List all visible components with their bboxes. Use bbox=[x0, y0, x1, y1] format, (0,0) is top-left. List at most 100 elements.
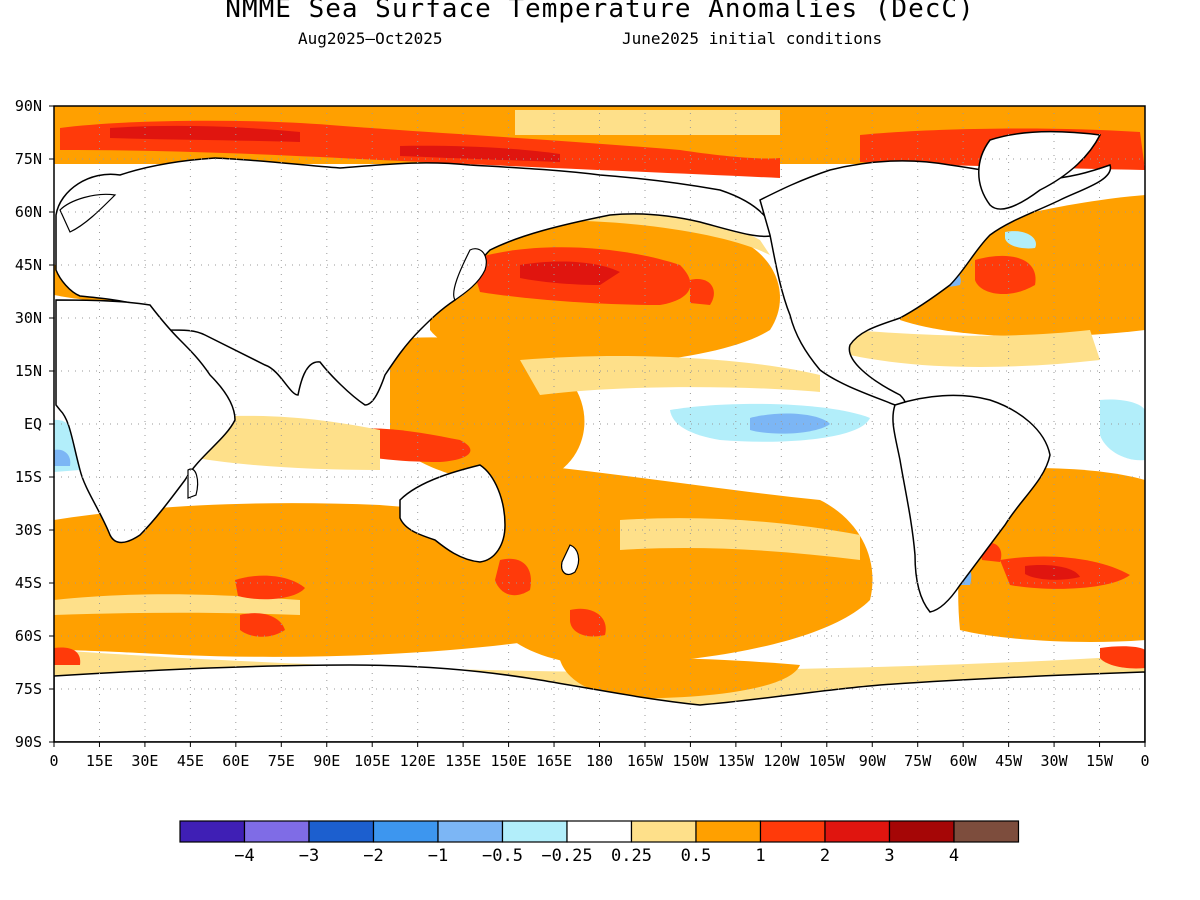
lon-tick-label: 45E bbox=[177, 752, 204, 770]
anomaly-sw-indian-red bbox=[54, 647, 81, 665]
lon-tick-label: 180 bbox=[586, 752, 613, 770]
land-japan bbox=[453, 248, 487, 301]
colorbar-swatch bbox=[888, 820, 955, 843]
lat-tick-label: 45N bbox=[15, 256, 42, 274]
anomaly-sp-yellow bbox=[620, 518, 860, 560]
lat-tick-label: 15N bbox=[15, 362, 42, 380]
initial-conditions: June2025 initial conditions bbox=[622, 29, 883, 48]
lon-tick-label: 45W bbox=[995, 752, 1023, 770]
lon-tick-label: 105W bbox=[809, 752, 846, 770]
forecast-period: Aug2025—Oct2025 bbox=[298, 29, 443, 48]
lon-tick-label: 165W bbox=[627, 752, 664, 770]
colorbar-swatch bbox=[501, 820, 568, 843]
lon-tick-label: 150E bbox=[491, 752, 527, 770]
anomaly-tasman-red bbox=[495, 558, 531, 596]
lon-tick-label: 15E bbox=[86, 752, 113, 770]
colorbar-swatch bbox=[824, 820, 891, 843]
lon-tick-label: 60W bbox=[950, 752, 978, 770]
anomaly-labrador-cool bbox=[1005, 231, 1036, 249]
anomaly-laptev-core bbox=[400, 145, 560, 162]
lon-tick-label: 90W bbox=[859, 752, 887, 770]
lon-tick-label: 150W bbox=[672, 752, 709, 770]
colorbar-swatch bbox=[953, 820, 1020, 843]
colorbar-swatch bbox=[243, 820, 310, 843]
anomaly-si-red1 bbox=[235, 575, 305, 600]
anomaly-siberian-core bbox=[110, 125, 300, 142]
colorbar-label: −3 bbox=[299, 846, 319, 866]
lon-tick-label: 120E bbox=[400, 752, 436, 770]
lon-tick-label: 0 bbox=[49, 752, 58, 770]
colorbar-label: 2 bbox=[820, 846, 830, 866]
lon-tick-label: 165E bbox=[536, 752, 572, 770]
lon-tick-label: 60E bbox=[222, 752, 249, 770]
anomaly-weddell-red bbox=[1100, 646, 1145, 669]
land-eurasia bbox=[55, 157, 776, 406]
anomaly-ross-sea bbox=[560, 657, 800, 699]
anomaly-tropical-yellow bbox=[180, 415, 380, 470]
anomaly-benguela-core bbox=[54, 449, 71, 466]
land-north-america bbox=[759, 160, 1112, 408]
anomaly-si-red2 bbox=[240, 613, 285, 637]
colorbar-label: 0.5 bbox=[681, 846, 712, 866]
colorbar-label: 0.25 bbox=[611, 846, 652, 866]
land-new-zealand bbox=[561, 544, 580, 575]
lat-tick-label: EQ bbox=[24, 415, 42, 433]
anomaly-ep-yellow bbox=[520, 355, 820, 395]
lon-tick-label: 90E bbox=[313, 752, 340, 770]
lon-tick-label: 75W bbox=[904, 752, 932, 770]
land-greenland bbox=[978, 131, 1102, 210]
lon-tick-label: 120W bbox=[763, 752, 800, 770]
colorbar-swatch bbox=[630, 820, 697, 843]
colorbar-label: −0.5 bbox=[482, 846, 523, 866]
lat-tick-label: 15S bbox=[15, 468, 42, 486]
colorbar-swatch bbox=[695, 820, 762, 843]
lon-tick-label: 135E bbox=[445, 752, 481, 770]
lon-tick-label: 30W bbox=[1041, 752, 1069, 770]
colorbar: −4 −3 −2 −1 −0.5 −0.25 0.25 0.5 1 2 3 4 bbox=[179, 820, 1020, 866]
anomaly-np-core bbox=[520, 261, 620, 285]
lat-tick-label: 30N bbox=[15, 309, 42, 327]
lon-tick-label: 0 bbox=[1140, 752, 1149, 770]
colorbar-label: −0.25 bbox=[541, 846, 592, 866]
lon-tick-label: 15W bbox=[1086, 752, 1114, 770]
colorbar-swatch bbox=[566, 820, 633, 843]
land-australia bbox=[399, 464, 506, 563]
colorbar-label: −2 bbox=[363, 846, 383, 866]
colorbar-label: 3 bbox=[884, 846, 894, 866]
land-scandinavia bbox=[59, 193, 117, 233]
anomaly-si-yellow bbox=[54, 594, 300, 615]
lat-tick-label: 60N bbox=[15, 203, 42, 221]
colorbar-swatch bbox=[372, 820, 439, 843]
anomaly-sa-core bbox=[1025, 565, 1080, 580]
anomaly-sp-red1 bbox=[570, 608, 606, 637]
colorbar-swatch bbox=[179, 820, 246, 843]
colorbar-swatch bbox=[308, 820, 375, 843]
axis-ticks: 90N 75N 60N 45N 30N 15N EQ 15S 30S 45S 60S 75S 90S 0 1… bbox=[15, 97, 1150, 770]
lon-tick-label: 105E bbox=[354, 752, 390, 770]
colorbar-label: 1 bbox=[755, 846, 765, 866]
anomaly-field bbox=[54, 106, 1145, 742]
lon-tick-label: 30E bbox=[131, 752, 158, 770]
anomaly-guinea-cool bbox=[1100, 399, 1145, 461]
lon-tick-label: 75E bbox=[268, 752, 295, 770]
lat-tick-label: 75N bbox=[15, 150, 42, 168]
colorbar-label: −4 bbox=[234, 846, 254, 866]
land-madagascar bbox=[187, 468, 199, 499]
lat-tick-label: 90N bbox=[15, 97, 42, 115]
lat-tick-label: 90S bbox=[15, 733, 42, 751]
land-south-america bbox=[892, 394, 1051, 613]
anomaly-arctic-yellow bbox=[515, 110, 780, 135]
anomaly-natl-yellow bbox=[850, 330, 1100, 367]
colorbar-label: 4 bbox=[949, 846, 959, 866]
lon-tick-label: 135W bbox=[718, 752, 755, 770]
colorbar-swatch bbox=[437, 820, 504, 843]
graticule bbox=[54, 106, 1145, 742]
chart-title: NMME Sea Surface Temperature Anomalies (… bbox=[225, 0, 975, 24]
colorbar-label: −1 bbox=[428, 846, 448, 866]
colorbar-swatch bbox=[759, 820, 826, 843]
lat-tick-label: 45S bbox=[15, 574, 42, 592]
lat-tick-label: 75S bbox=[15, 680, 42, 698]
lat-tick-label: 30S bbox=[15, 521, 42, 539]
anomaly-np-east bbox=[690, 279, 714, 305]
